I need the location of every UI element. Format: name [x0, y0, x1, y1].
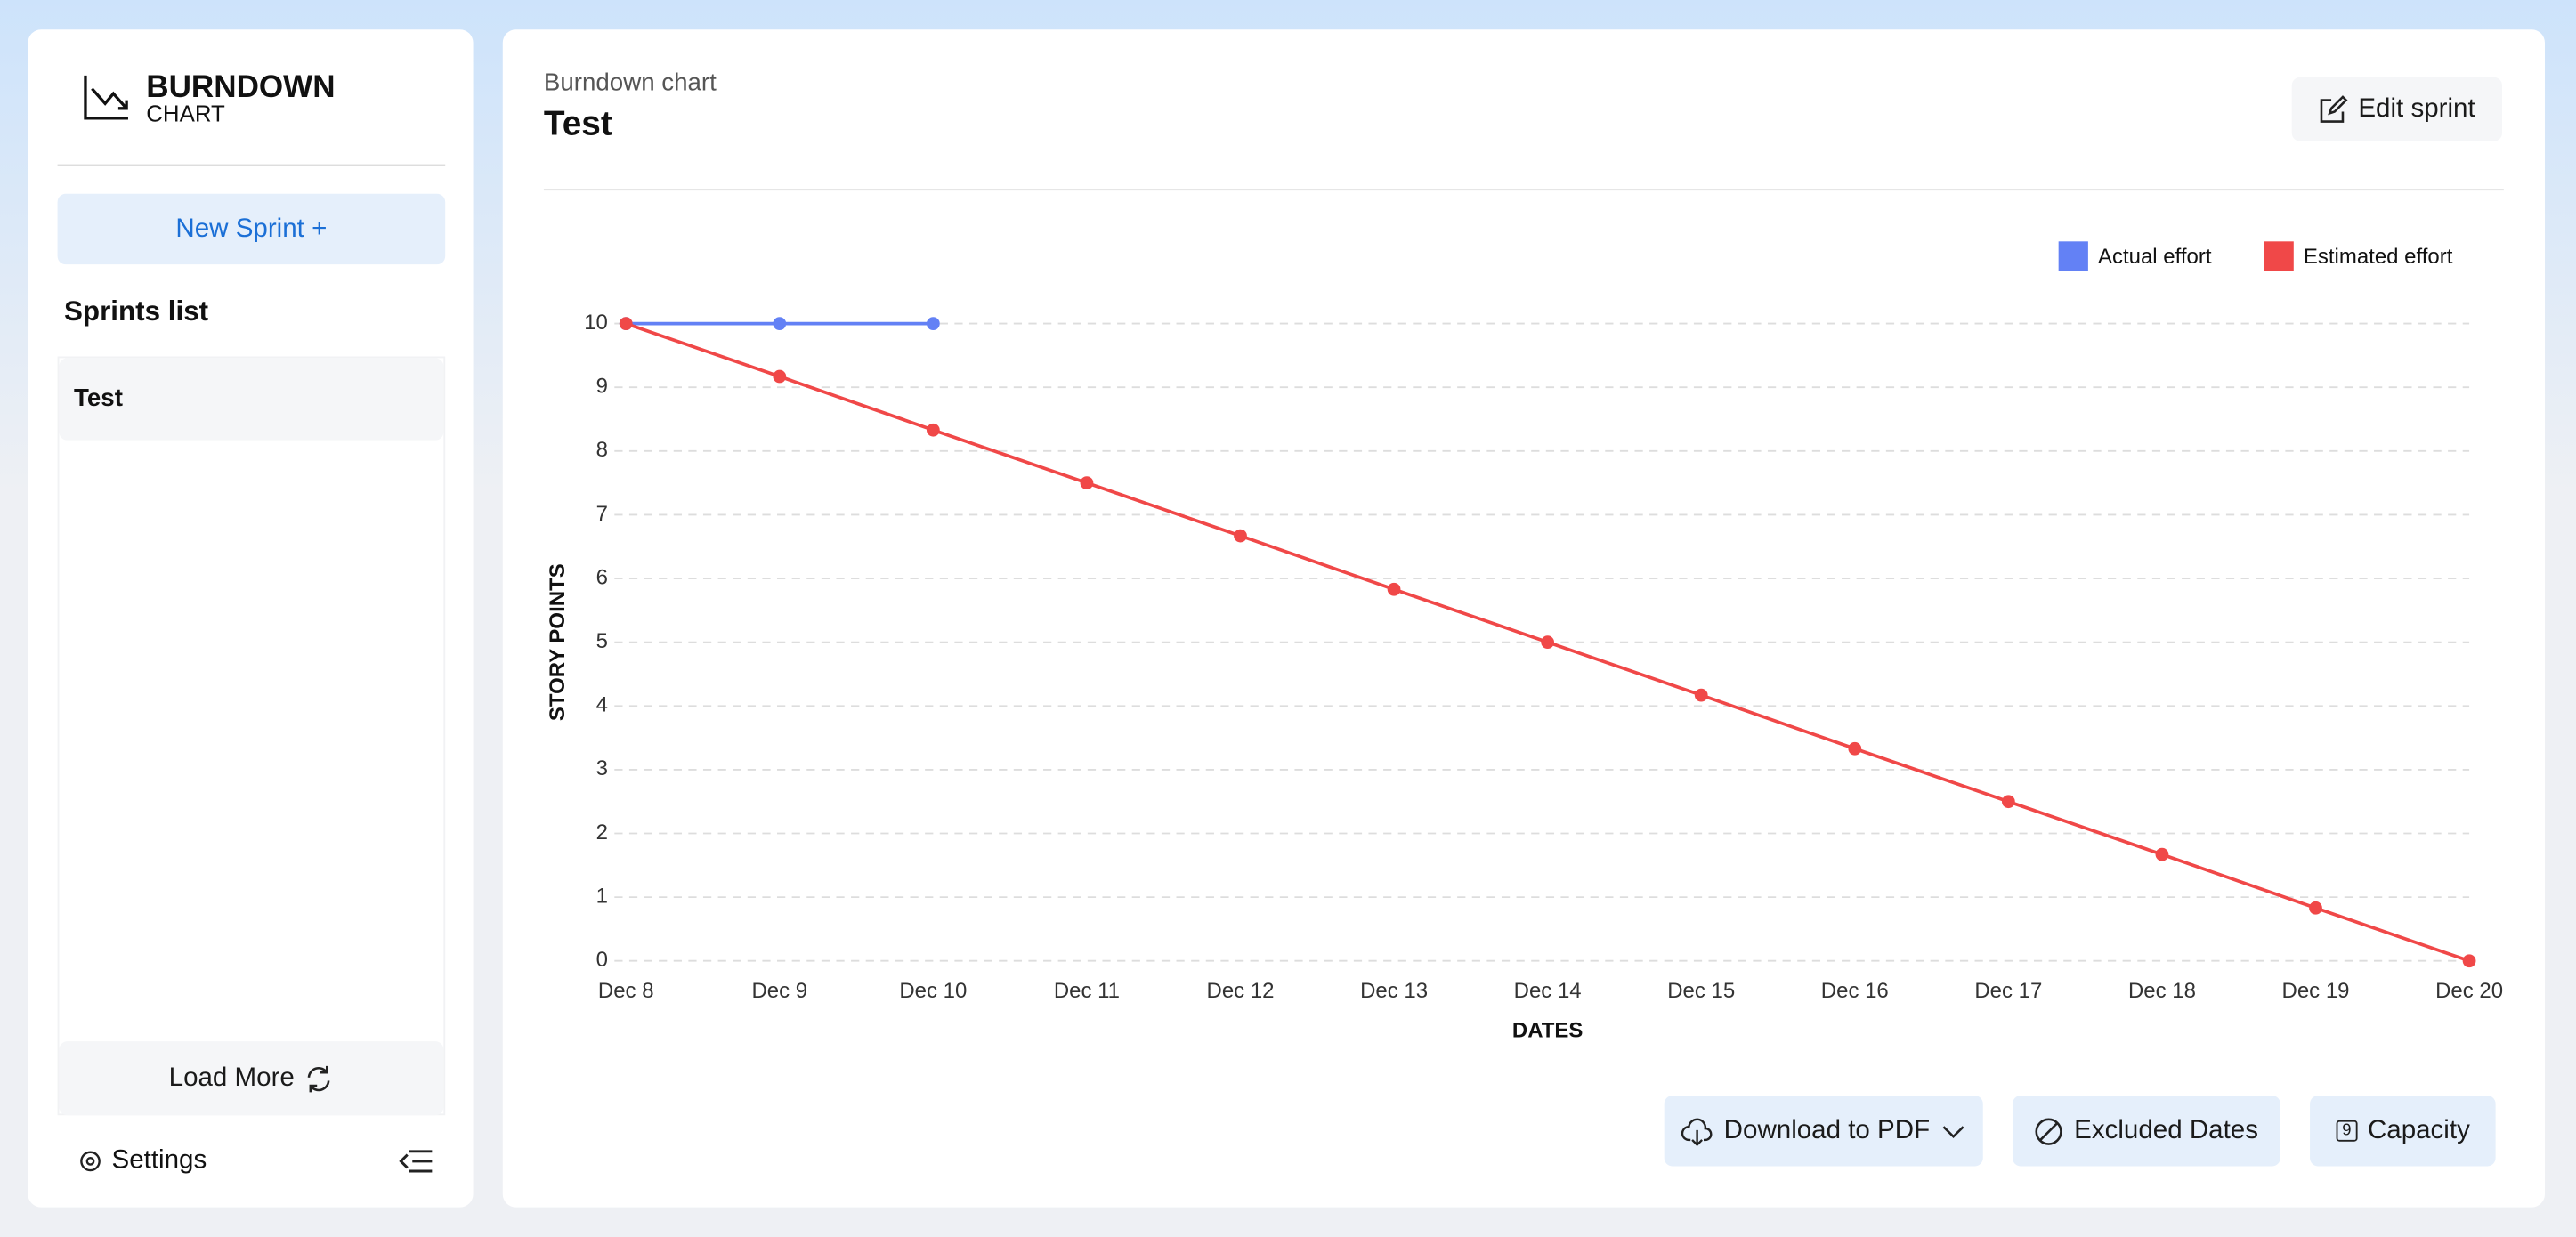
- sidebar: BURNDOWN CHART New Sprint + Sprints list…: [28, 29, 474, 1208]
- legend-label: Estimated effort: [2304, 245, 2453, 269]
- main-panel: Burndown chart Test Edit sprint Download…: [502, 29, 2545, 1208]
- load-more-label: Load More: [168, 1063, 295, 1092]
- divider: [543, 189, 2504, 191]
- capacity-label: Capacity: [2367, 1116, 2470, 1144]
- refresh-icon: [308, 1064, 330, 1092]
- y-tick-label: 3: [596, 756, 608, 780]
- y-tick-label: 5: [596, 629, 608, 653]
- data-point: [1848, 741, 1862, 756]
- download-button[interactable]: Download to PDF: [1664, 1096, 1983, 1167]
- cloud-icon: [1681, 1117, 1713, 1146]
- data-point: [773, 317, 787, 330]
- logo-title: BURNDOWN: [146, 70, 336, 106]
- data-point: [2155, 847, 2169, 861]
- sprints-list-title: Sprints list: [63, 295, 209, 327]
- data-point: [926, 423, 940, 437]
- x-tick-label: Dec 19: [2282, 979, 2350, 1003]
- excluded-label: Excluded Dates: [2074, 1116, 2258, 1144]
- x-axis-label: DATES: [1512, 1018, 1584, 1042]
- data-point: [1387, 582, 1401, 596]
- y-tick-label: 0: [596, 948, 608, 972]
- new-sprint-button[interactable]: New Sprint +: [57, 193, 446, 265]
- settings-label: Settings: [111, 1146, 207, 1175]
- data-point: [1080, 476, 1094, 490]
- data-point: [773, 369, 787, 384]
- ban-icon: [2036, 1117, 2063, 1144]
- x-tick-label: Dec 17: [1974, 979, 2042, 1003]
- divider: [57, 164, 446, 166]
- header-title: Test: [543, 105, 612, 143]
- y-tick-label: 10: [584, 311, 608, 335]
- collapse-icon[interactable]: [399, 1146, 433, 1176]
- gear-icon: [80, 1151, 101, 1172]
- y-tick-label: 1: [596, 884, 608, 908]
- y-axis-label: STORY POINTS: [546, 563, 570, 721]
- y-tick-label: 6: [596, 565, 608, 589]
- edit-sprint-button[interactable]: Edit sprint: [2291, 77, 2503, 141]
- sprint-item[interactable]: Test: [59, 358, 444, 441]
- y-tick-label: 4: [596, 693, 608, 717]
- data-point: [2309, 901, 2322, 915]
- y-tick-label: 8: [596, 438, 608, 462]
- header-subtitle: Burndown chart: [543, 69, 717, 97]
- capacity-button[interactable]: 9 Capacity: [2310, 1096, 2496, 1167]
- x-tick-label: Dec 14: [1514, 979, 1582, 1003]
- legend-label: Actual effort: [2098, 245, 2212, 269]
- logo-subtitle: CHART: [146, 100, 225, 127]
- data-point: [1541, 635, 1555, 650]
- logo-icon: [84, 75, 128, 120]
- excluded-dates-button[interactable]: Excluded Dates: [2012, 1096, 2280, 1167]
- chevron-icon: [1941, 1125, 1964, 1138]
- x-tick-label: Dec 18: [2128, 979, 2196, 1003]
- y-tick-label: 7: [596, 502, 608, 526]
- download-label: Download to PDF: [1723, 1116, 1931, 1144]
- data-point: [2001, 795, 2015, 809]
- x-tick-label: Dec 16: [1821, 979, 1889, 1003]
- y-tick-label: 2: [596, 821, 608, 845]
- x-tick-label: Dec 12: [1207, 979, 1275, 1003]
- data-point: [2462, 954, 2476, 968]
- legend-swatch: [2058, 241, 2088, 271]
- x-tick-label: Dec 9: [751, 979, 807, 1003]
- edit-label: Edit sprint: [2358, 94, 2475, 123]
- settings-link[interactable]: Settings: [77, 1146, 207, 1176]
- x-tick-label: Dec 11: [1054, 979, 1120, 1003]
- capacity-icon: 9: [2335, 1120, 2358, 1142]
- x-tick-label: Dec 8: [598, 979, 654, 1003]
- x-tick-label: Dec 15: [1667, 979, 1735, 1003]
- legend-swatch: [2264, 241, 2294, 271]
- data-point: [619, 317, 633, 330]
- data-point: [1234, 529, 1247, 543]
- data-point: [1694, 688, 1708, 702]
- data-point: [926, 317, 940, 330]
- edit-icon: [2321, 94, 2349, 122]
- x-tick-label: Dec 13: [1360, 979, 1428, 1003]
- sprints-list: Test Load More: [57, 356, 446, 1116]
- y-tick-label: 9: [596, 375, 608, 399]
- load-more-button[interactable]: Load More: [59, 1041, 444, 1116]
- x-tick-label: Dec 10: [899, 979, 967, 1003]
- x-tick-label: Dec 20: [2435, 979, 2503, 1003]
